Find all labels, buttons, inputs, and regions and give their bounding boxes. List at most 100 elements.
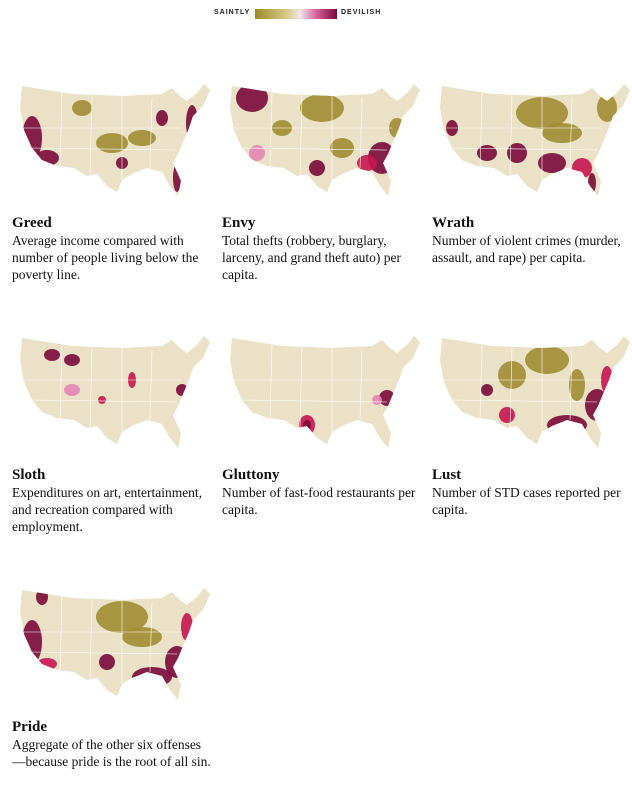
map-region — [156, 110, 168, 126]
map-region — [300, 94, 344, 122]
map-region — [176, 384, 188, 396]
state-border — [31, 399, 178, 403]
legend-low: SAINTLY — [214, 9, 251, 16]
map-region — [498, 361, 526, 389]
map-panel: Pride Aggregate of the other six offenses… — [12, 572, 217, 770]
legend-gradient — [255, 9, 337, 19]
map-region — [181, 613, 193, 641]
panel-description: Expenditures on art, entertainment, and … — [12, 485, 203, 534]
panel-description: Average income compared with number of p… — [12, 233, 199, 282]
map-region — [35, 150, 59, 166]
state-border — [509, 95, 513, 177]
map-region — [99, 654, 115, 670]
panel-title: Envy — [222, 215, 256, 231]
state-border — [299, 347, 303, 429]
map-region — [330, 138, 354, 158]
map-region — [37, 658, 57, 670]
panel-title: Gluttony — [222, 467, 280, 483]
map-region — [64, 354, 80, 366]
map-region — [122, 627, 162, 647]
map-region — [165, 646, 189, 678]
map-panel: Sloth Expenditures on art, entertainment,… — [12, 320, 217, 535]
map-region — [357, 155, 377, 171]
map-region — [98, 396, 106, 404]
panel-description: Number of violent crimes (murder, assaul… — [432, 233, 621, 265]
map-region — [128, 130, 156, 146]
state-border — [451, 399, 598, 403]
map-region — [372, 395, 382, 405]
map-panel: Lust Number of STD cases reported per cap… — [432, 320, 632, 518]
state-border — [269, 344, 273, 421]
panel-description: Aggregate of the other six offenses—beca… — [12, 737, 211, 769]
map-region — [249, 145, 265, 161]
us-map — [20, 336, 210, 448]
map-region — [507, 143, 527, 163]
state-border — [31, 147, 178, 151]
map-region — [585, 389, 609, 421]
state-border — [451, 147, 598, 151]
state-border — [299, 95, 303, 177]
map-region — [572, 158, 592, 178]
panel-description: Total thefts (robbery, burglary, larceny… — [222, 233, 402, 282]
panel-description: Number of fast-food restaurants per capi… — [222, 485, 416, 517]
state-border — [59, 92, 63, 169]
map-region — [525, 346, 569, 374]
us-map — [20, 84, 210, 196]
state-border — [509, 347, 513, 429]
state-border — [241, 399, 388, 403]
state-border — [479, 92, 483, 169]
state-border — [241, 147, 388, 151]
state-border — [569, 349, 573, 421]
map-region — [22, 620, 42, 664]
state-border — [59, 596, 63, 673]
map-region — [597, 94, 617, 122]
us-map — [440, 336, 630, 448]
legend-high: DEVILISH — [341, 9, 382, 16]
map-region — [538, 153, 566, 173]
map-panel: Wrath Number of violent crimes (murder, a… — [432, 68, 632, 266]
state-border — [89, 95, 93, 177]
state-border — [479, 344, 483, 421]
panel-title: Lust — [432, 467, 462, 483]
map-region — [303, 420, 311, 430]
map-region — [173, 164, 181, 192]
panel-description: Number of STD cases reported per capita. — [432, 485, 621, 517]
panel-title: Pride — [12, 719, 47, 735]
state-border — [89, 347, 93, 429]
map-region — [36, 589, 48, 605]
panel-title: Sloth — [12, 467, 46, 483]
map-region — [477, 145, 497, 161]
us-map — [230, 336, 420, 448]
state-border — [89, 599, 93, 681]
us-map — [440, 84, 630, 196]
state-border — [359, 97, 363, 169]
map-region — [601, 366, 613, 394]
map-region — [186, 105, 198, 141]
map-region — [236, 84, 268, 112]
state-border — [269, 92, 273, 169]
us-map — [20, 588, 210, 700]
panel-title: Greed — [12, 215, 52, 231]
map-region — [309, 160, 325, 176]
map-region — [96, 133, 128, 153]
map-region — [26, 404, 38, 416]
map-region — [72, 100, 92, 116]
state-border — [149, 97, 153, 169]
map-region — [542, 123, 582, 143]
state-border — [359, 349, 363, 421]
map-regions — [442, 92, 617, 193]
state-border — [59, 344, 63, 421]
map-region — [481, 384, 493, 396]
state-border — [569, 97, 573, 169]
map-region — [64, 384, 80, 396]
us-map — [230, 84, 420, 196]
map-region — [588, 173, 596, 193]
map-panel: Gluttony Number of fast-food restaurants … — [222, 320, 427, 518]
map-panel: Envy Total thefts (robbery, burglary, lar… — [222, 68, 427, 283]
state-border — [149, 601, 153, 673]
map-region — [132, 667, 172, 687]
map-region — [547, 415, 587, 435]
map-panel: Greed Average income compared with number… — [12, 68, 217, 283]
map-region — [44, 349, 60, 361]
